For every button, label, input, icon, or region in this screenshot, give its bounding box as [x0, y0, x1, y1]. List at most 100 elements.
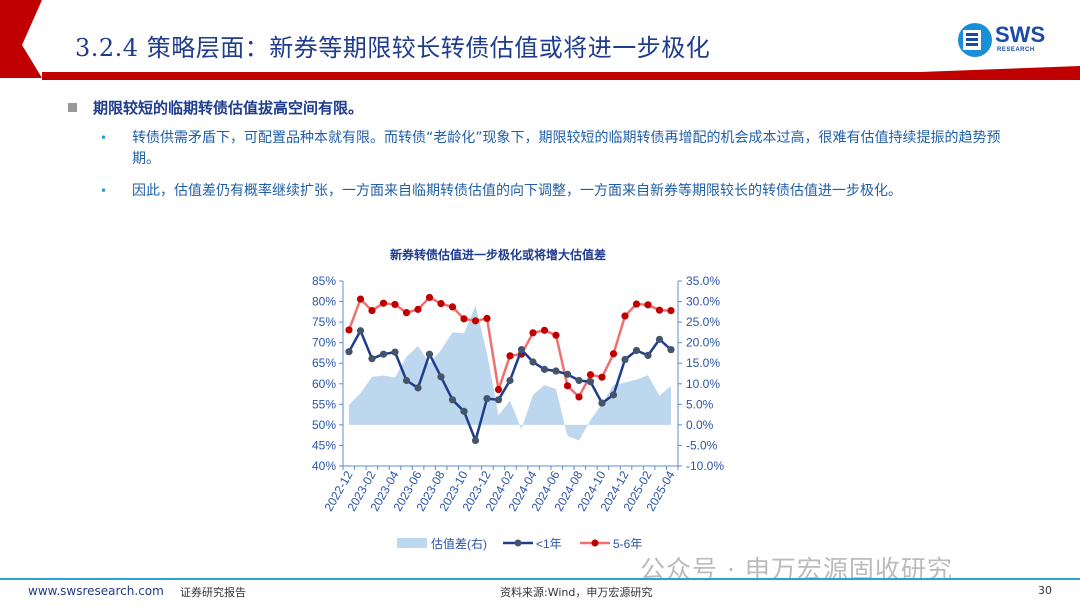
- data-point-lt1y: [655, 335, 664, 343]
- right-tick-label: 10.0%: [686, 377, 720, 391]
- data-point-5-6y: [494, 385, 503, 394]
- data-point-5-6y: [448, 303, 457, 311]
- left-tick-label: 40%: [312, 459, 336, 473]
- data-point-lt1y: [575, 376, 583, 385]
- data-point-5-6y: [402, 309, 411, 317]
- data-point-5-6y: [460, 315, 468, 323]
- data-point-lt1y: [414, 384, 422, 392]
- data-point-5-6y: [586, 371, 595, 379]
- left-tick-label: 60%: [312, 377, 336, 391]
- data-point-lt1y: [644, 351, 652, 360]
- data-point-5-6y: [483, 314, 491, 323]
- data-point-5-6y: [379, 299, 388, 307]
- bullet-item: • 转债供需矛盾下，可配置品种本就有限。而转债“老龄化”现象下，期限较短的临期转债…: [100, 128, 1020, 170]
- data-point-5-6y: [609, 350, 618, 358]
- legend-label-spread: 估值差(右): [431, 536, 487, 551]
- legend-label-lt1y: <1年: [536, 537, 562, 551]
- data-point-5-6y: [552, 331, 560, 339]
- data-point-5-6y: [644, 301, 652, 309]
- data-point-5-6y: [437, 300, 445, 308]
- data-point-5-6y: [667, 307, 675, 315]
- logo-emblem-icon: [958, 23, 992, 57]
- data-point-5-6y: [368, 307, 376, 315]
- data-point-5-6y: [621, 312, 629, 320]
- bullet-dot-icon: •: [100, 184, 108, 198]
- chart-title: 新券转债估值进一步极化或将增大估值差: [390, 248, 607, 262]
- bullet-text: 转债供需矛盾下，可配置品种本就有限。而转债“老龄化”现象下，期限较短的临期转债再…: [132, 130, 1001, 167]
- data-point-lt1y: [356, 327, 365, 335]
- data-point-5-6y: [540, 326, 549, 334]
- legend-marker-5-6y: [591, 539, 599, 547]
- data-point-lt1y: [471, 436, 480, 445]
- data-point-5-6y: [471, 317, 480, 325]
- data-point-lt1y: [460, 407, 468, 415]
- slide-header: 3.2.4 策略层面：新券等期限较长转债估值或将进一步极化 SWS RESEAR…: [0, 0, 1080, 82]
- left-tick-label: 80%: [312, 295, 336, 309]
- data-point-5-6y: [356, 295, 365, 303]
- data-point-lt1y: [483, 394, 491, 403]
- sws-logo: SWS RESEARCH: [957, 20, 1057, 60]
- data-point-lt1y: [391, 348, 399, 356]
- data-point-5-6y: [345, 326, 353, 334]
- right-tick-label: -10.0%: [686, 459, 724, 473]
- data-point-lt1y: [586, 378, 595, 386]
- data-point-lt1y: [506, 376, 514, 385]
- footer-website-link[interactable]: www.swsresearch.com: [28, 584, 164, 598]
- data-point-lt1y: [448, 396, 457, 404]
- footer-report-type: 证券研究报告: [180, 586, 246, 599]
- left-tick-label: 45%: [312, 438, 336, 452]
- left-tick-label: 50%: [312, 418, 336, 432]
- data-point-lt1y: [540, 365, 549, 373]
- data-point-5-6y: [529, 329, 537, 337]
- square-bullet-icon: [68, 103, 77, 112]
- right-tick-label: 5.0%: [686, 397, 714, 411]
- left-tick-label: 65%: [312, 356, 336, 370]
- left-tick-label: 70%: [312, 336, 336, 350]
- watermark: 公众号 · 申万宏源固收研究: [640, 555, 953, 584]
- data-point-lt1y: [402, 376, 411, 385]
- data-point-lt1y: [425, 350, 434, 358]
- data-point-5-6y: [414, 305, 422, 313]
- spread-area: [349, 305, 671, 441]
- section-heading: 期限较短的临期转债估值拔高空间有限。: [68, 97, 363, 118]
- data-point-5-6y: [655, 306, 664, 314]
- data-point-5-6y: [632, 300, 641, 308]
- bullet-item: • 因此，估值差仍有概率继续扩张，一方面来自临期转债估值的向下调整，一方面来自新券…: [100, 181, 1020, 202]
- data-point-lt1y: [609, 391, 618, 399]
- data-point-lt1y: [529, 358, 537, 366]
- right-tick-label: 35.0%: [686, 274, 720, 288]
- left-tick-label: 55%: [312, 397, 336, 411]
- data-point-lt1y: [632, 346, 641, 355]
- bullet-dot-icon: •: [100, 131, 108, 145]
- footer-divider: [0, 578, 1080, 580]
- data-point-5-6y: [391, 300, 399, 309]
- right-tick-label: -5.0%: [686, 438, 718, 452]
- right-tick-label: 30.0%: [686, 295, 720, 309]
- data-point-lt1y: [379, 350, 388, 358]
- logo-subtext: RESEARCH: [997, 47, 1035, 53]
- left-tick-label: 85%: [312, 274, 336, 288]
- right-tick-label: 15.0%: [686, 356, 720, 370]
- data-point-5-6y: [598, 373, 606, 381]
- data-point-lt1y: [494, 396, 503, 404]
- data-point-lt1y: [345, 348, 353, 356]
- left-tick-label: 75%: [312, 315, 336, 329]
- data-point-lt1y: [552, 367, 560, 375]
- footer-source: 资料来源:Wind，申万宏源研究: [500, 586, 653, 599]
- data-point-lt1y: [667, 346, 675, 354]
- right-tick-label: 25.0%: [686, 315, 720, 329]
- right-tick-label: 20.0%: [686, 336, 720, 350]
- logo-text: SWS: [995, 22, 1046, 47]
- page-number: 30: [1038, 584, 1052, 597]
- right-tick-label: 0.0%: [686, 418, 714, 432]
- data-point-5-6y: [425, 293, 434, 302]
- data-point-lt1y: [517, 346, 526, 354]
- data-point-5-6y: [563, 382, 572, 390]
- data-point-lt1y: [437, 373, 445, 381]
- heading-text: 期限较短的临期转债估值拔高空间有限。: [93, 99, 364, 117]
- page-title: 3.2.4 策略层面：新券等期限较长转债估值或将进一步极化: [75, 34, 711, 62]
- data-point-lt1y: [368, 355, 376, 363]
- data-point-lt1y: [598, 399, 606, 407]
- data-point-5-6y: [506, 352, 514, 360]
